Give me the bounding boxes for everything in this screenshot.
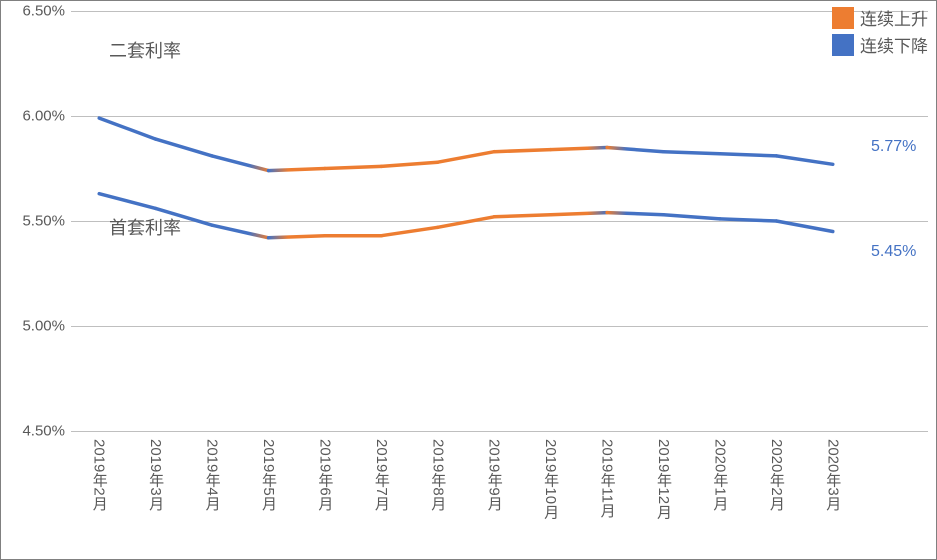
line-segment: [607, 213, 663, 215]
x-tick-label: 2019年11月: [597, 439, 618, 518]
legend-swatch-fall: [832, 34, 854, 56]
chart-container: 4.50% 5.00% 5.50% 6.00% 6.50% 2019年2月 2019年3月…: [0, 0, 937, 560]
y-tick-label: 6.00%: [22, 108, 65, 125]
y-tick-label: 4.50%: [22, 423, 65, 440]
line-segment: [99, 194, 155, 209]
gridline: [71, 431, 928, 432]
x-tick-label: 2019年10月: [540, 439, 561, 519]
line-segment: [720, 154, 776, 156]
end-value-first: 5.45%: [871, 243, 916, 261]
legend: 连续上升 连续下降: [832, 5, 928, 57]
line-segment: [776, 221, 832, 232]
line-segment: [494, 150, 550, 152]
line-segment: [438, 152, 494, 163]
line-segment: [269, 169, 325, 171]
end-value-second: 5.77%: [871, 138, 916, 156]
y-tick-label: 6.50%: [22, 3, 65, 20]
x-tick-label: 2019年7月: [371, 439, 392, 511]
y-tick-label: 5.00%: [22, 318, 65, 335]
line-segment: [494, 215, 550, 217]
x-tick-label: 2020年2月: [766, 439, 787, 511]
line-segment: [212, 156, 268, 171]
x-tick-label: 2020年3月: [822, 439, 843, 511]
legend-swatch-rise: [832, 7, 854, 29]
x-tick-label: 2019年6月: [314, 439, 335, 511]
legend-item-rise: 连续上升: [832, 5, 928, 30]
line-segment: [156, 139, 212, 156]
x-tick-label: 2019年12月: [653, 439, 674, 519]
plot-area: [71, 11, 861, 431]
line-segment: [381, 162, 437, 166]
x-tick-label: 2019年2月: [89, 439, 110, 511]
series-label-first: 首套利率: [109, 214, 181, 240]
legend-item-fall: 连续下降: [832, 32, 928, 57]
line-segment: [269, 236, 325, 238]
line-chart-svg: [71, 11, 861, 431]
line-segment: [381, 227, 437, 235]
series-label-second: 二套利率: [109, 37, 181, 63]
x-tick-label: 2019年4月: [202, 439, 223, 511]
line-segment: [212, 225, 268, 238]
line-segment: [438, 217, 494, 228]
line-segment: [607, 148, 663, 152]
line-segment: [664, 152, 720, 154]
x-tick-label: 2019年8月: [427, 439, 448, 511]
x-tick-label: 2020年1月: [709, 439, 730, 511]
line-segment: [720, 219, 776, 221]
line-segment: [551, 148, 607, 150]
line-segment: [551, 213, 607, 215]
legend-label-fall: 连续下降: [860, 32, 928, 57]
line-segment: [664, 215, 720, 219]
y-tick-label: 5.50%: [22, 213, 65, 230]
line-segment: [99, 118, 155, 139]
line-segment: [776, 156, 832, 164]
x-tick-label: 2019年5月: [258, 439, 279, 511]
line-segment: [325, 166, 381, 168]
x-tick-label: 2019年3月: [145, 439, 166, 511]
x-tick-label: 2019年9月: [484, 439, 505, 511]
legend-label-rise: 连续上升: [860, 5, 928, 30]
